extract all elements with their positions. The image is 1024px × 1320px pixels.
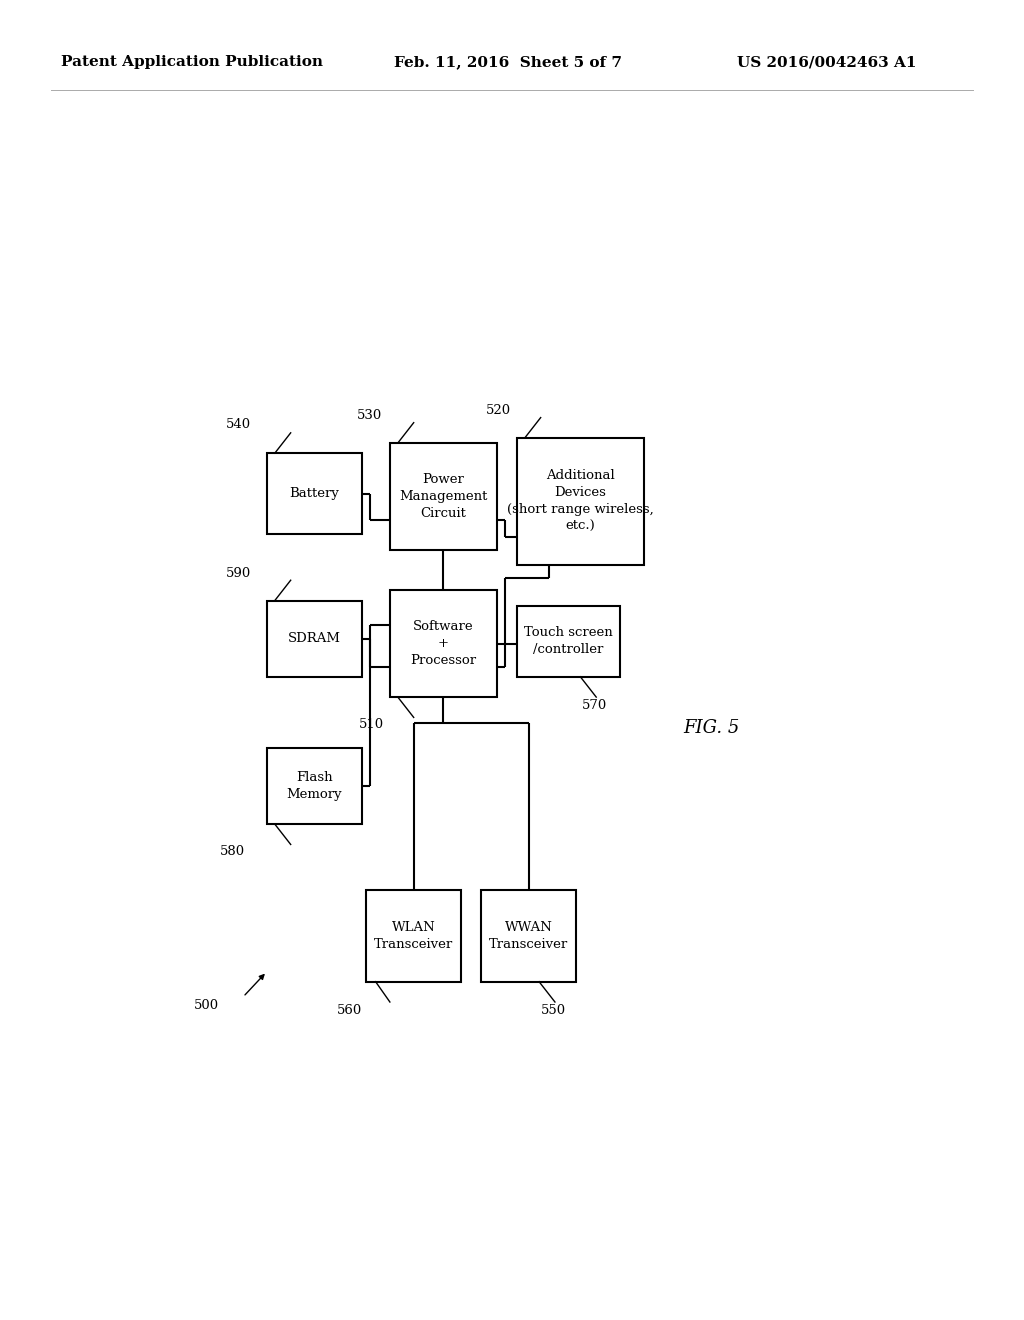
Text: 540: 540 xyxy=(226,418,251,432)
Text: WLAN
Transceiver: WLAN Transceiver xyxy=(374,921,454,950)
Text: 560: 560 xyxy=(337,1003,362,1016)
Bar xyxy=(390,590,497,697)
Text: 500: 500 xyxy=(195,998,219,1011)
Text: WWAN
Transceiver: WWAN Transceiver xyxy=(489,921,568,950)
Text: 510: 510 xyxy=(359,718,384,731)
Text: Touch screen
/controller: Touch screen /controller xyxy=(524,626,612,656)
Text: US 2016/0042463 A1: US 2016/0042463 A1 xyxy=(737,55,916,69)
Text: FIG. 5: FIG. 5 xyxy=(684,718,740,737)
Text: Additional
Devices
(short range wireless,
etc.): Additional Devices (short range wireless… xyxy=(507,470,653,533)
Text: Flash
Memory: Flash Memory xyxy=(287,771,342,801)
Bar xyxy=(390,444,497,549)
Text: Software
+
Processor: Software + Processor xyxy=(411,620,476,667)
Bar xyxy=(267,748,362,824)
Text: Patent Application Publication: Patent Application Publication xyxy=(61,55,324,69)
Text: 550: 550 xyxy=(541,1003,566,1016)
Bar xyxy=(517,438,644,565)
Bar xyxy=(481,890,577,982)
Text: 530: 530 xyxy=(356,409,382,422)
Bar xyxy=(267,601,362,677)
Bar xyxy=(367,890,461,982)
Text: SDRAM: SDRAM xyxy=(288,632,341,645)
Text: 580: 580 xyxy=(220,845,246,858)
Text: Battery: Battery xyxy=(290,487,339,500)
Text: 570: 570 xyxy=(582,698,607,711)
Bar xyxy=(517,606,621,677)
Text: Feb. 11, 2016  Sheet 5 of 7: Feb. 11, 2016 Sheet 5 of 7 xyxy=(394,55,623,69)
Text: 590: 590 xyxy=(225,566,251,579)
Text: 520: 520 xyxy=(486,404,511,417)
Bar xyxy=(267,453,362,535)
Text: Power
Management
Circuit: Power Management Circuit xyxy=(399,473,487,520)
